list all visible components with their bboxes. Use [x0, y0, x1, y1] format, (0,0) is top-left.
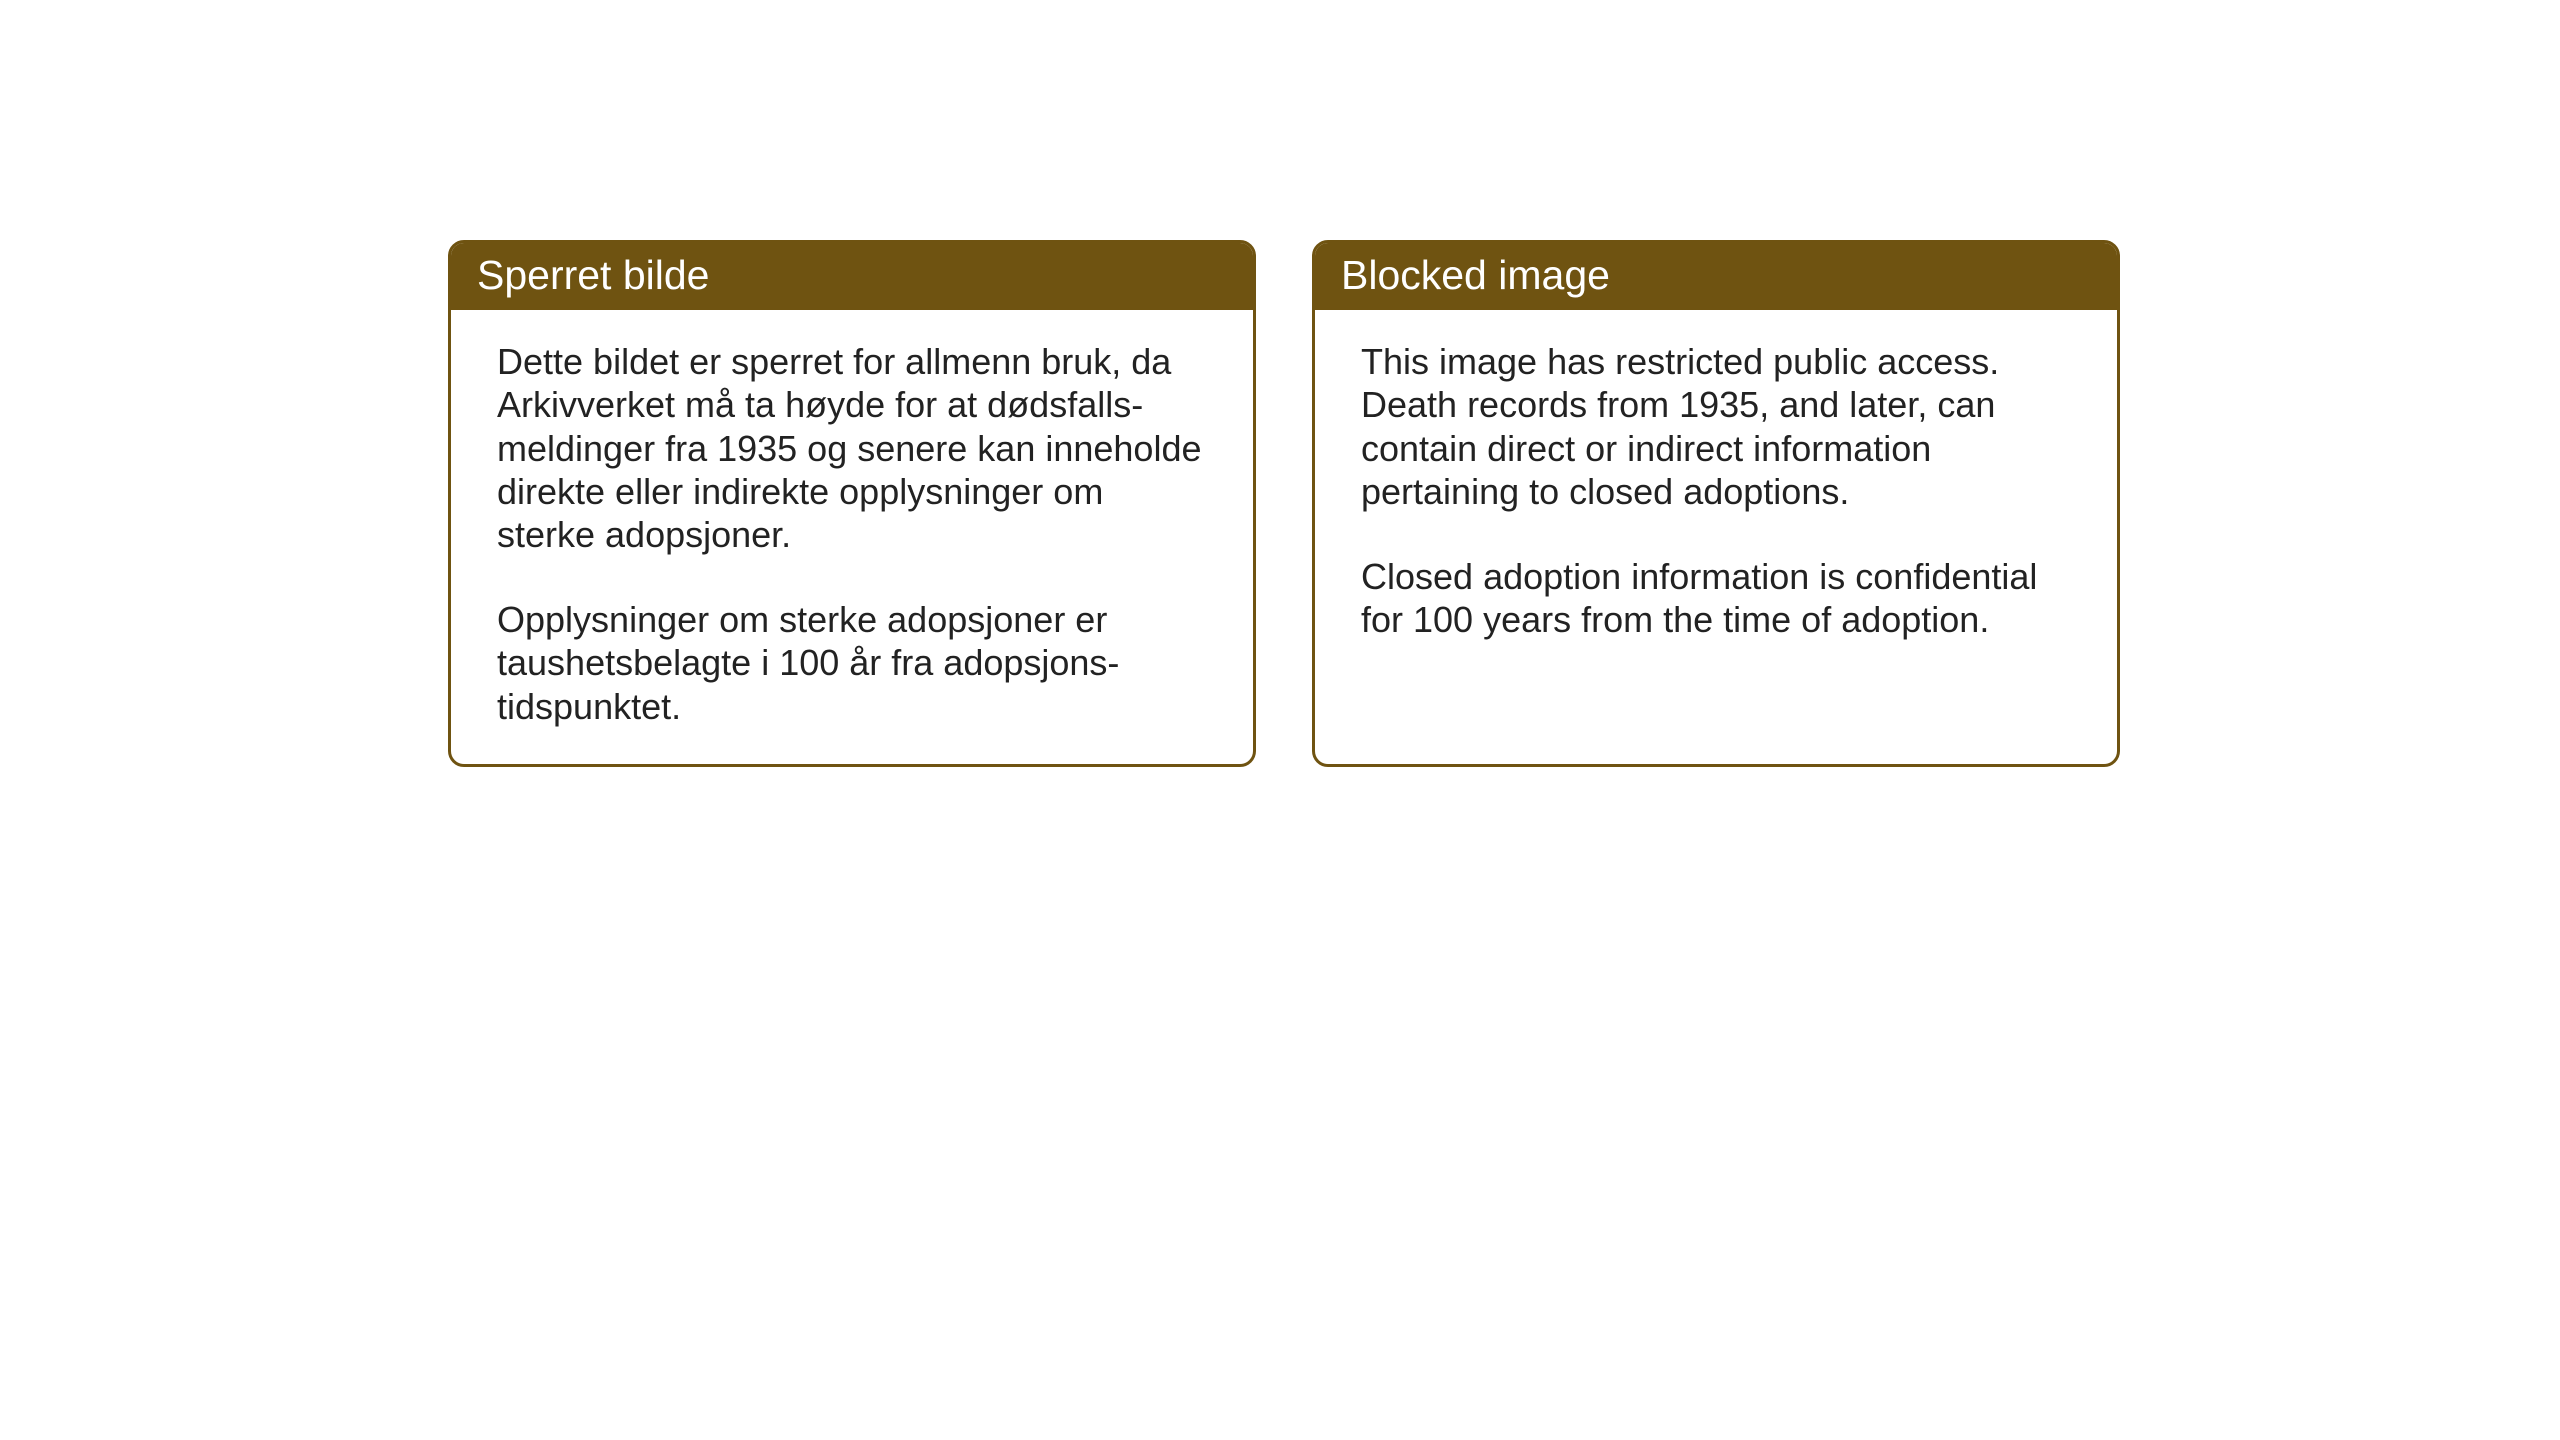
notice-card-english: Blocked image This image has restricted …: [1312, 240, 2120, 767]
notice-title-norwegian: Sperret bilde: [477, 252, 709, 298]
notice-body-norwegian: Dette bildet er sperret for allmenn bruk…: [451, 310, 1253, 764]
notice-title-english: Blocked image: [1341, 252, 1610, 298]
notice-body-english: This image has restricted public access.…: [1315, 310, 2117, 729]
notice-paragraph-2-norwegian: Opplysninger om sterke adopsjoner er tau…: [497, 598, 1207, 728]
notice-paragraph-1-english: This image has restricted public access.…: [1361, 340, 2071, 513]
notice-paragraph-1-norwegian: Dette bildet er sperret for allmenn bruk…: [497, 340, 1207, 556]
notice-card-norwegian: Sperret bilde Dette bildet er sperret fo…: [448, 240, 1256, 767]
notice-header-norwegian: Sperret bilde: [451, 243, 1253, 310]
notice-header-english: Blocked image: [1315, 243, 2117, 310]
notice-container: Sperret bilde Dette bildet er sperret fo…: [448, 240, 2120, 767]
notice-paragraph-2-english: Closed adoption information is confident…: [1361, 555, 2071, 641]
